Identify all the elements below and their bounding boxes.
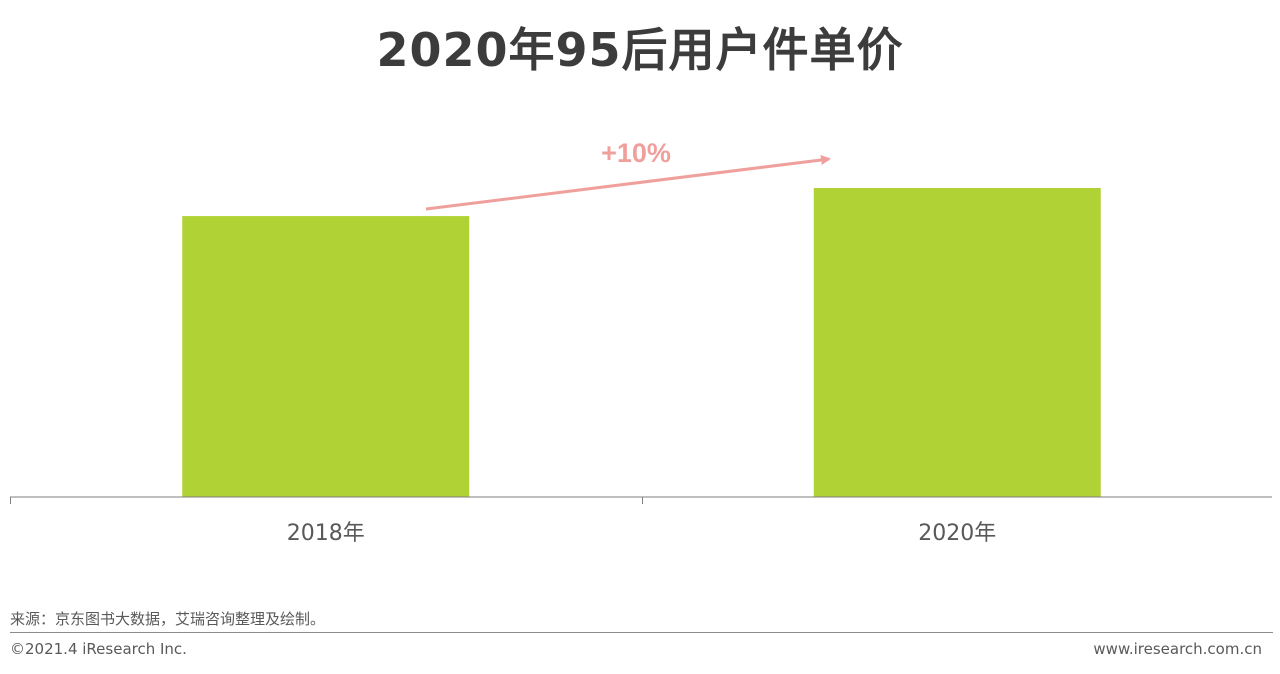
bar-chart: 2018年 2020年 +10% xyxy=(10,138,1272,546)
x-tick-label-1: 2020年 xyxy=(918,521,996,546)
copyright-text: ©2021.4 iResearch Inc. xyxy=(10,640,187,658)
growth-annotation: +10% xyxy=(601,138,671,168)
website-link[interactable]: www.iresearch.com.cn xyxy=(1093,640,1262,658)
bar-1 xyxy=(813,188,1101,497)
footer-divider xyxy=(10,632,1273,633)
bars-group xyxy=(182,188,1101,497)
growth-arrow xyxy=(425,155,831,211)
chart-title: 2020年95后用户件单价 xyxy=(376,23,904,77)
x-tick-label-0: 2018年 xyxy=(287,521,365,546)
x-tick-labels: 2018年 2020年 xyxy=(287,521,997,546)
bar-0 xyxy=(182,216,470,497)
source-note: 来源：京东图书大数据，艾瑞咨询整理及绘制。 xyxy=(10,610,326,628)
